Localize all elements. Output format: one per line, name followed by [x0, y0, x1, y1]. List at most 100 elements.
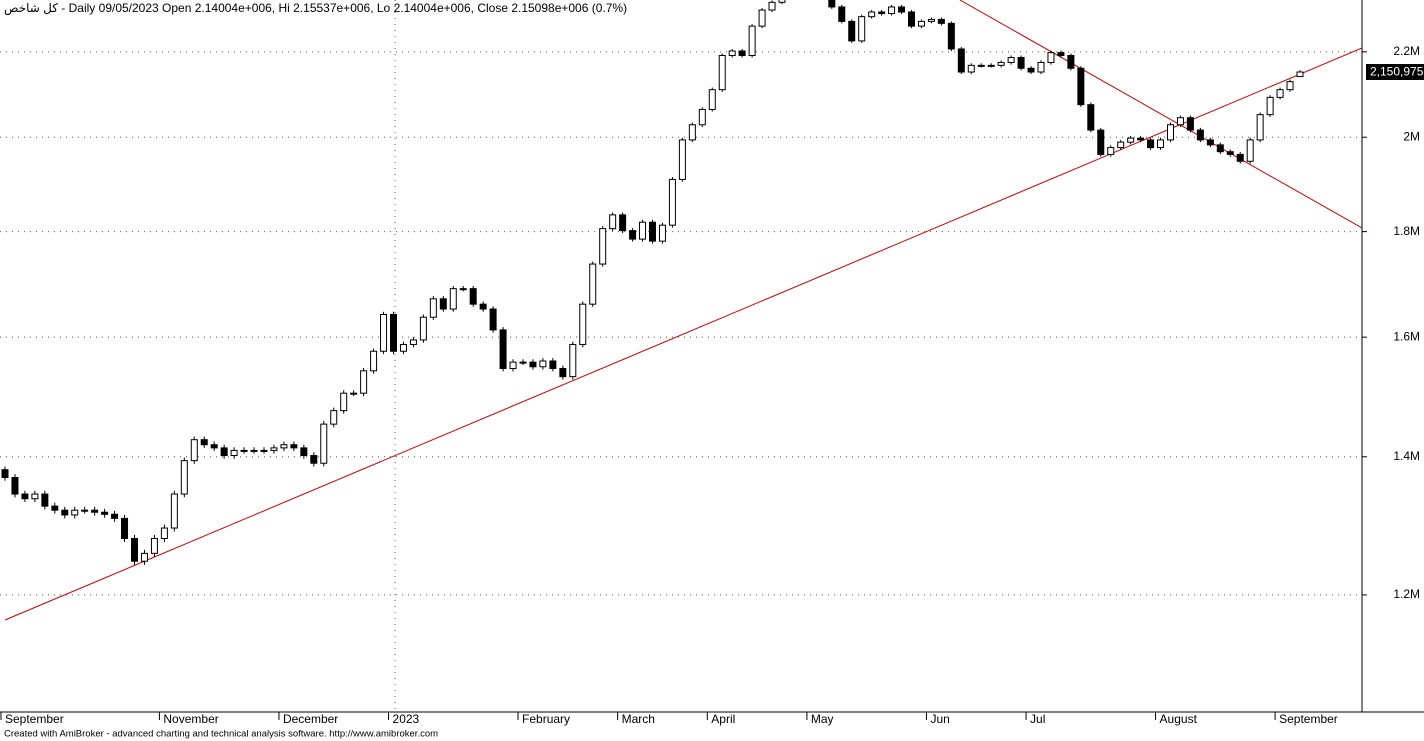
- candle-body: [1176, 117, 1184, 126]
- y-tick-label: 1.4M: [1393, 449, 1420, 463]
- candle-body: [489, 308, 497, 331]
- candle-body: [310, 455, 318, 464]
- candle-body: [698, 108, 706, 126]
- trend-line: [959, 0, 1362, 229]
- candle-body: [91, 509, 99, 513]
- candle-body: [370, 350, 378, 372]
- candle-body: [190, 439, 198, 462]
- candle-body: [997, 61, 1005, 66]
- candle-body: [250, 449, 258, 452]
- candle-body: [649, 221, 656, 242]
- candle-body: [1256, 114, 1264, 141]
- y-tick-label: 1.6M: [1393, 329, 1420, 343]
- candle-body: [718, 54, 726, 91]
- candle-body: [748, 25, 756, 56]
- candle-body: [569, 343, 577, 378]
- candle-body: [210, 444, 218, 449]
- candle-body: [888, 6, 896, 15]
- candle-body: [41, 493, 49, 507]
- candle-body: [1037, 61, 1045, 73]
- candle-body: [828, 0, 836, 8]
- candle-body: [539, 360, 547, 368]
- axes: 1.2M 1.4M 1.6M 1.8M 2M 2.2M September November D…: [0, 44, 1420, 726]
- candle-body: [240, 449, 248, 452]
- candle-body: [1117, 141, 1125, 149]
- candle-body: [380, 313, 388, 352]
- candle-body: [1226, 151, 1234, 155]
- candle-body: [668, 178, 676, 226]
- candle-body: [658, 224, 666, 242]
- candle-body: [1147, 139, 1155, 149]
- x-tick-label: September: [1279, 712, 1338, 726]
- candle-body: [1087, 104, 1095, 131]
- candle-body: [1057, 52, 1065, 56]
- candle-body: [549, 360, 557, 369]
- candle-body: [280, 444, 288, 449]
- candle-body: [728, 50, 736, 56]
- x-tick-label: May: [811, 712, 834, 726]
- trend-lines: [4, 0, 1362, 621]
- candle-body: [330, 410, 338, 425]
- y-tick-label: 2.2M: [1393, 44, 1420, 58]
- x-tick-label: February: [522, 712, 570, 726]
- candle-body: [1296, 71, 1304, 78]
- y-tick-label: 2M: [1403, 129, 1420, 143]
- candle-body: [230, 449, 238, 457]
- candle-body: [220, 447, 228, 457]
- candle-body: [350, 392, 358, 395]
- candle-body: [1, 469, 9, 479]
- x-tick-label: August: [1160, 712, 1198, 726]
- candle-body: [300, 447, 308, 457]
- candle-body: [609, 214, 617, 230]
- candle-body: [778, 0, 786, 3]
- candle-body: [150, 537, 158, 554]
- candle-body: [559, 367, 567, 378]
- x-tick-label: March: [622, 712, 655, 726]
- candle-body: [619, 214, 627, 232]
- candle-body: [469, 288, 477, 305]
- candle-body: [1276, 89, 1284, 98]
- candle-body: [639, 221, 647, 240]
- candle-body: [71, 509, 79, 516]
- chart-title: كل شاخص - Daily 09/05/2023 Open 2.14004e…: [4, 1, 627, 16]
- candle-body: [200, 439, 208, 446]
- y-tick-label: 1.2M: [1393, 587, 1420, 601]
- candle-body: [878, 11, 886, 15]
- last-price-label: 2,150,975: [1370, 65, 1424, 79]
- candle-body: [399, 343, 407, 352]
- candle-body: [898, 6, 906, 13]
- candle-body: [1047, 52, 1055, 63]
- candle-body: [180, 460, 188, 495]
- candle-body: [579, 303, 587, 345]
- candle-body: [111, 513, 119, 519]
- candle-body: [927, 18, 935, 22]
- candle-body: [131, 537, 138, 562]
- candle-body: [101, 511, 109, 515]
- candle-body: [1157, 139, 1165, 149]
- y-tick-label: 1.8M: [1393, 224, 1420, 238]
- candle-body: [1216, 144, 1224, 153]
- candle-body: [340, 392, 348, 412]
- candle-body: [688, 124, 696, 141]
- candle-body: [678, 139, 686, 180]
- candle-body: [31, 493, 39, 500]
- candle-body: [758, 9, 766, 27]
- candle-body: [1027, 67, 1035, 73]
- candle-body: [599, 228, 607, 265]
- candle-body: [479, 303, 487, 310]
- last-price-box: [1366, 64, 1424, 80]
- candle-body: [868, 11, 876, 18]
- candle-body: [947, 22, 955, 50]
- candle-body: [360, 370, 368, 394]
- candle-body: [1127, 137, 1135, 143]
- candle-body: [429, 298, 437, 318]
- grid: [0, 51, 1362, 596]
- candle-body: [917, 20, 925, 27]
- candle-body: [1236, 153, 1244, 162]
- candle-body: [838, 6, 846, 22]
- x-tick-label: April: [711, 712, 735, 726]
- candle-body: [1007, 57, 1015, 63]
- candle-body: [270, 447, 278, 451]
- x-tick-label: November: [163, 712, 218, 726]
